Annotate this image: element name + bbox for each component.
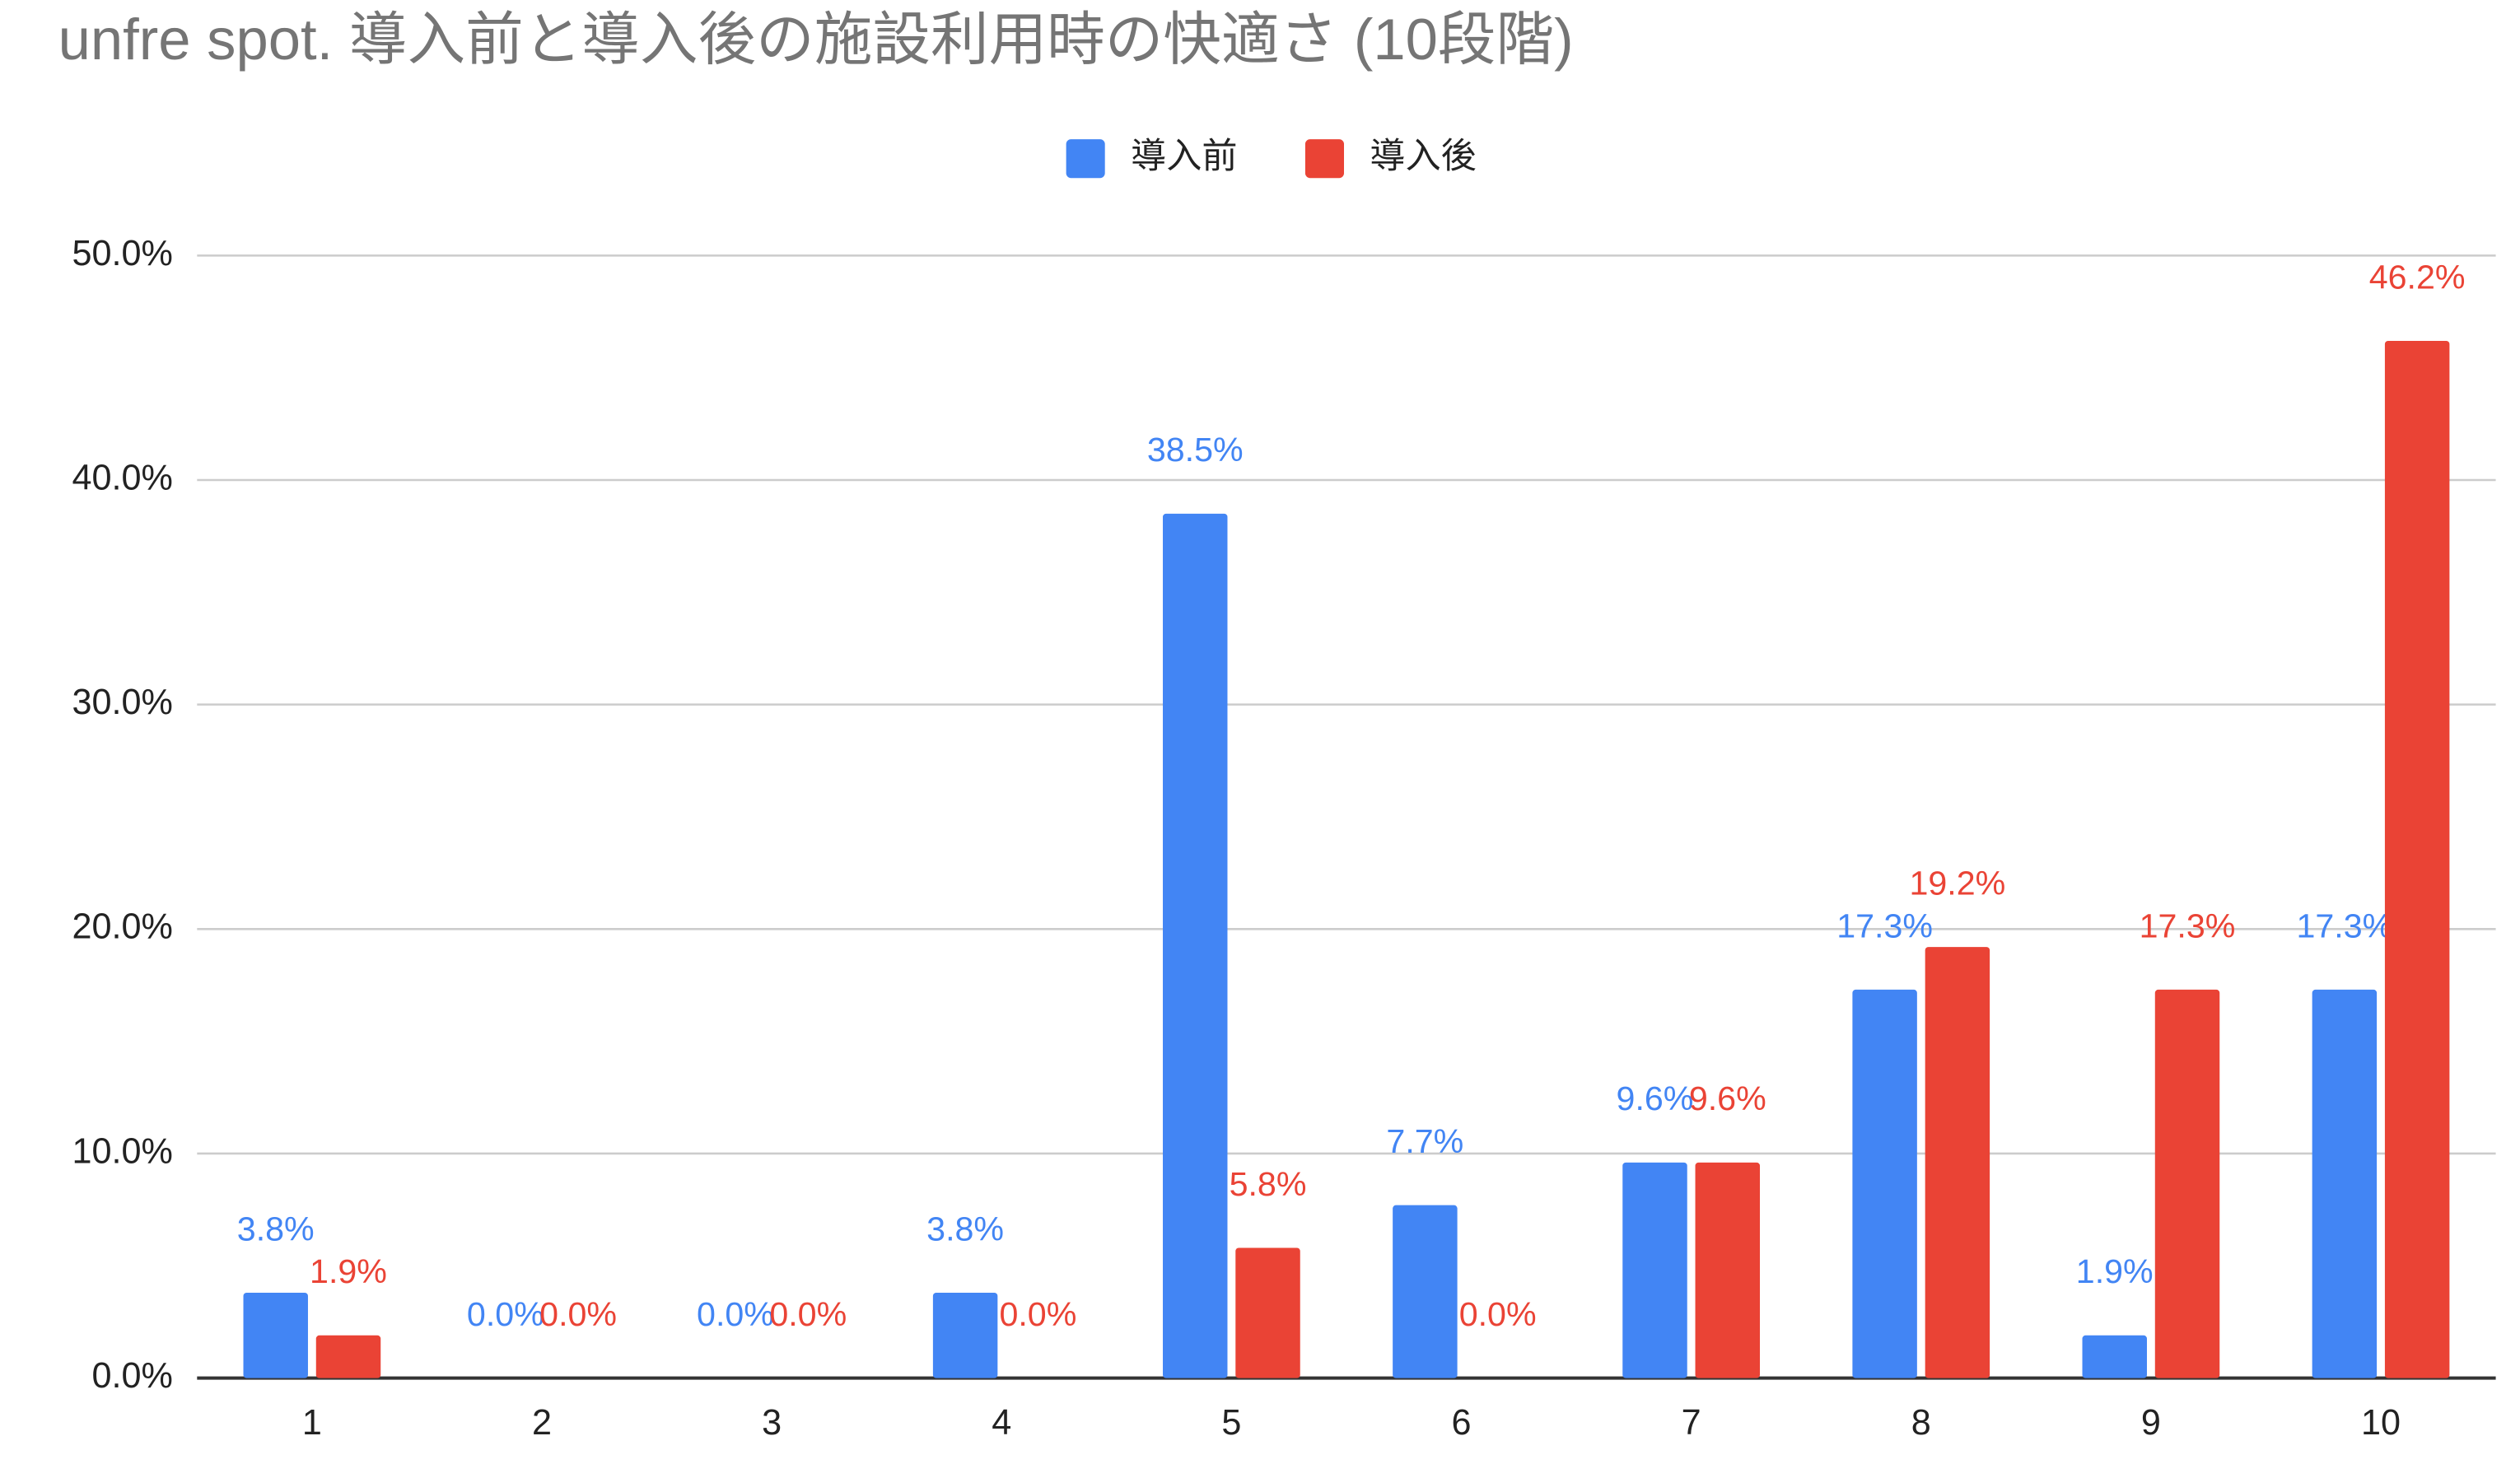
bar	[1622, 1162, 1687, 1378]
value-label: 46.2%	[2369, 258, 2466, 296]
legend-swatch	[1304, 139, 1344, 179]
x-tick-label: 10	[2361, 1403, 2401, 1443]
y-tick-label: 10.0%	[72, 1131, 173, 1171]
x-tick-label: 2	[532, 1403, 552, 1443]
x-tick-label: 5	[1221, 1403, 1241, 1443]
value-label: 0.0%	[769, 1295, 847, 1333]
bar	[1393, 1205, 1458, 1378]
x-tick-label: 3	[762, 1403, 782, 1443]
bar	[315, 1335, 381, 1378]
chart-title: unfre spot. 導入前と導入後の施設利用時の快適さ (10段階)	[58, 7, 1574, 72]
value-label: 17.3%	[1836, 907, 1933, 944]
value-label: 5.8%	[1230, 1165, 1307, 1203]
bar	[243, 1293, 308, 1378]
bar	[2384, 340, 2450, 1378]
bar	[1695, 1162, 1760, 1378]
value-label: 0.0%	[999, 1295, 1076, 1333]
bar	[2082, 1335, 2147, 1378]
legend-label: 導入前	[1131, 137, 1237, 176]
value-label: 9.6%	[1689, 1079, 1766, 1117]
bar	[1163, 513, 1228, 1378]
value-label: 9.6%	[1617, 1079, 1694, 1117]
bar	[1925, 947, 1990, 1378]
bar	[1235, 1247, 1300, 1378]
y-tick-label: 0.0%	[92, 1356, 173, 1396]
legend-label: 導入後	[1370, 137, 1476, 176]
value-label: 1.9%	[310, 1252, 387, 1290]
x-tick-label: 9	[2141, 1403, 2161, 1443]
x-tick-label: 8	[1911, 1403, 1931, 1443]
y-tick-label: 20.0%	[72, 907, 173, 947]
value-label: 0.0%	[697, 1295, 774, 1333]
x-tick-label: 7	[1682, 1403, 1701, 1443]
bar	[932, 1293, 998, 1378]
value-label: 7.7%	[1386, 1122, 1463, 1160]
value-label: 0.0%	[539, 1295, 617, 1333]
legend-swatch	[1066, 139, 1105, 179]
bar	[1852, 989, 1917, 1378]
y-tick-label: 40.0%	[72, 458, 173, 497]
value-label: 17.3%	[2140, 907, 2236, 944]
bar	[2312, 989, 2378, 1378]
x-tick-label: 4	[992, 1403, 1011, 1443]
bar	[2154, 989, 2220, 1378]
value-label: 1.9%	[2076, 1252, 2154, 1290]
value-label: 3.8%	[237, 1210, 315, 1247]
value-label: 17.3%	[2296, 907, 2392, 944]
x-tick-label: 6	[1452, 1403, 1472, 1443]
value-label: 38.5%	[1147, 431, 1244, 469]
y-tick-label: 30.0%	[72, 683, 173, 722]
value-label: 19.2%	[1909, 864, 2005, 902]
value-label: 0.0%	[1459, 1295, 1537, 1333]
y-tick-label: 50.0%	[72, 234, 173, 273]
x-tick-label: 1	[302, 1403, 322, 1443]
value-label: 3.8%	[926, 1210, 1004, 1247]
value-label: 0.0%	[467, 1295, 544, 1333]
